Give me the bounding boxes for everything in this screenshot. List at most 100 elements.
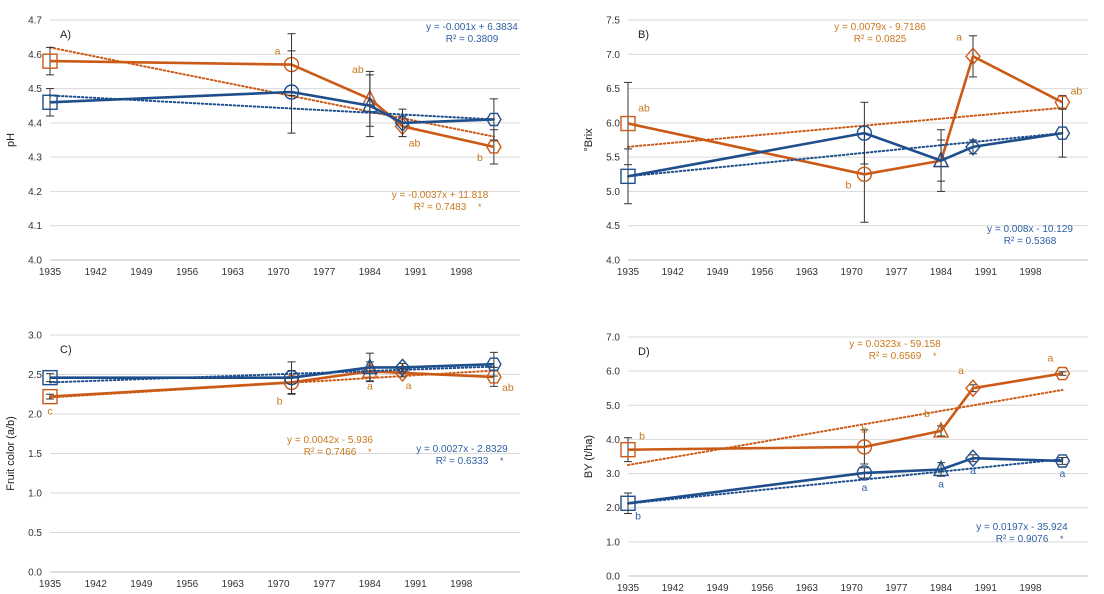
panel-label: B) xyxy=(638,29,649,41)
regression-equation: y = -0.0037x + 11.818 xyxy=(392,190,489,201)
significance-label: ab xyxy=(352,64,364,76)
x-tick-label: 1977 xyxy=(313,267,336,278)
square-marker xyxy=(620,168,636,185)
y-tick-label: 4.0 xyxy=(606,256,620,267)
square-marker xyxy=(42,94,58,110)
x-tick-label: 1963 xyxy=(222,579,245,590)
x-tick-label: 1949 xyxy=(706,267,729,278)
significance-label: b xyxy=(861,424,867,436)
y-tick-label: 4.5 xyxy=(606,221,620,232)
y-tick-label: 6.0 xyxy=(606,118,620,129)
x-tick-label: 1998 xyxy=(450,267,473,278)
r-squared: R² = 0.5368 xyxy=(1004,236,1057,247)
diamond-marker xyxy=(965,449,981,468)
circle-marker xyxy=(283,84,300,100)
regression-equation: y = 0.008x - 10.129 xyxy=(987,224,1073,235)
y-tick-label: 1.0 xyxy=(28,489,42,500)
significance-star: * xyxy=(933,351,937,361)
panel-label: C) xyxy=(60,344,72,356)
diamond-marker xyxy=(965,47,981,66)
x-tick-label: 1942 xyxy=(662,267,685,278)
y-axis-label: pH xyxy=(5,133,17,147)
r-squared: R² = 0.3809 xyxy=(446,34,499,45)
x-tick-label: 1991 xyxy=(975,583,998,594)
y-tick-label: 1.0 xyxy=(606,537,620,548)
x-tick-label: 1977 xyxy=(885,267,908,278)
x-tick-label: 1963 xyxy=(222,267,245,278)
y-tick-label: 4.4 xyxy=(28,118,42,129)
y-tick-label: 4.1 xyxy=(28,221,42,232)
regression-equation: y = 0.0027x - 2.8329 xyxy=(416,444,508,455)
y-tick-label: 4.0 xyxy=(28,256,42,267)
x-tick-label: 1963 xyxy=(796,267,819,278)
x-tick-label: 1998 xyxy=(450,579,473,590)
y-tick-label: 7.5 xyxy=(606,16,620,27)
x-tick-label: 1977 xyxy=(885,583,908,594)
significance-label: b xyxy=(635,510,641,522)
trendline xyxy=(627,458,1064,505)
x-tick-label: 1991 xyxy=(404,267,427,278)
regression-equation: y = 0.0323x - 59.158 xyxy=(849,339,941,350)
significance-label: a xyxy=(938,478,944,490)
x-tick-label: 1991 xyxy=(975,267,998,278)
x-tick-label: 1998 xyxy=(1019,267,1042,278)
chart-panel-3: 0.0 0.5 1.0 1.5 2.0 2.5 3.0 1935 1942 1949 1956 196… xyxy=(5,331,520,590)
y-tick-label: 4.6 xyxy=(28,50,42,61)
series-line xyxy=(627,372,1063,451)
significance-label: b xyxy=(277,395,283,407)
x-tick-label: 1963 xyxy=(796,583,819,594)
regression-equation: y = 0.0197x - 35.924 xyxy=(976,522,1068,533)
triangle-marker xyxy=(932,151,950,168)
square-marker xyxy=(42,388,58,405)
x-tick-label: 1935 xyxy=(617,583,640,594)
x-tick-label: 1984 xyxy=(930,583,953,594)
significance-label: ab xyxy=(1071,85,1083,97)
x-tick-label: 1935 xyxy=(39,579,62,590)
r-squared: R² = 0.6569 xyxy=(869,351,922,362)
chart-panel-2: 4.0 4.5 5.0 5.5 6.0 6.5 7.0 7.5 1935 1942 1949 1956… xyxy=(583,16,1088,278)
significance-star: * xyxy=(1060,534,1064,544)
significance-label: b xyxy=(477,152,483,164)
x-tick-label: 1984 xyxy=(359,579,382,590)
trendline xyxy=(627,106,1064,148)
y-tick-label: 4.5 xyxy=(28,84,42,95)
significance-star: * xyxy=(368,447,372,457)
diamond-marker xyxy=(965,379,981,398)
significance-label: ab xyxy=(638,103,650,115)
y-tick-label: 0.0 xyxy=(606,572,620,583)
series-line xyxy=(627,54,1063,176)
y-tick-label: 7.0 xyxy=(606,50,620,61)
triangle-marker xyxy=(361,357,378,375)
y-axis-label: °Brix xyxy=(583,128,595,152)
y-tick-label: 5.5 xyxy=(606,153,620,164)
x-tick-label: 1984 xyxy=(359,267,382,278)
y-tick-label: 5.0 xyxy=(606,187,620,198)
hexagon-marker xyxy=(486,357,502,371)
x-tick-label: 1942 xyxy=(85,267,108,278)
x-tick-label: 1949 xyxy=(130,267,153,278)
panel-label: A) xyxy=(60,29,71,41)
y-tick-label: 3.0 xyxy=(606,469,620,480)
series-line xyxy=(627,456,1063,505)
square-marker xyxy=(620,115,636,132)
significance-label: ab xyxy=(502,382,514,394)
circle-marker xyxy=(283,369,300,386)
triangle-marker xyxy=(361,96,378,113)
hexagon-marker xyxy=(1054,366,1071,381)
y-tick-label: 6.0 xyxy=(606,367,620,378)
regression-equation: y = 0.0079x - 9.7186 xyxy=(834,22,926,33)
x-tick-label: 1970 xyxy=(267,579,290,590)
y-tick-label: 0.5 xyxy=(28,528,42,539)
y-tick-label: 4.2 xyxy=(28,187,42,198)
x-tick-label: 1956 xyxy=(176,267,199,278)
hexagon-marker xyxy=(1054,95,1071,110)
significance-label: a xyxy=(1048,353,1054,365)
trendline xyxy=(627,132,1064,178)
y-tick-label: 3.0 xyxy=(28,331,42,342)
square-marker xyxy=(620,441,636,458)
x-tick-label: 1935 xyxy=(617,267,640,278)
y-tick-label: 2.0 xyxy=(606,503,620,514)
significance-label: a xyxy=(958,365,964,377)
x-tick-label: 1935 xyxy=(39,267,62,278)
